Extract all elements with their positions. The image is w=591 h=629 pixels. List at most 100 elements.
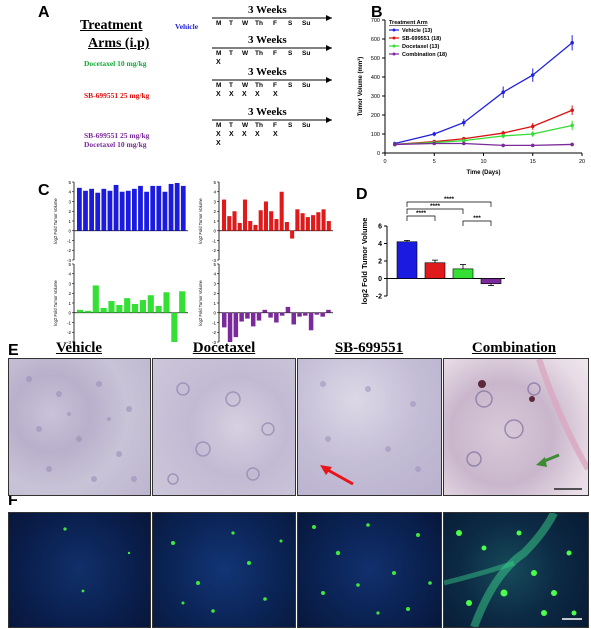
- data-point: [501, 134, 505, 138]
- schedule-title-line1: Treatment: [80, 18, 143, 33]
- day-label: F: [273, 20, 277, 27]
- day-label: Th: [255, 82, 263, 89]
- data-point: [501, 90, 505, 94]
- waterfall-bar: [295, 209, 300, 231]
- significance-label: ****: [444, 196, 455, 203]
- y-tick-label: 0: [68, 229, 71, 234]
- schedule-title-line2: Arms (i.p): [88, 36, 150, 51]
- waterfall-bar: [174, 182, 180, 231]
- schedule-block: 3 Weeks M T W Th F S Su Vehicle: [0, 0, 335, 165]
- weeks-label: 3 Weeks: [248, 4, 287, 16]
- y-tick-label: -3: [212, 258, 216, 263]
- treatment-schedule: Treatment Arms (i.p) 3 Weeks M T W Th F S Su Veh…: [0, 0, 335, 165]
- red-arrow-icon: [325, 467, 354, 486]
- waterfall-bar: [250, 312, 256, 327]
- y-tick-label: -3: [212, 340, 216, 345]
- waterfall-combination-chart: -3 -2 -1 0 1 2 3 4 5 log2 Fold Tumor Volume: [198, 262, 333, 345]
- day-label: Th: [255, 122, 263, 129]
- y-tick-label: 2: [213, 291, 216, 296]
- he-image-sb699551: [297, 358, 442, 496]
- waterfall-vehicle-chart: -3 -2 -1 0 1 2 3 4 5 log2 Fold Tumor Volume: [53, 180, 188, 263]
- legend-entry: Docetaxel (13): [402, 44, 439, 50]
- waterfall-bar: [179, 291, 186, 313]
- waterfall-bar: [321, 209, 326, 231]
- waterfall-bar: [320, 312, 325, 317]
- waterfall-bar: [150, 185, 156, 231]
- waterfall-bar: [279, 312, 285, 316]
- day-label: T: [229, 122, 233, 129]
- waterfall-bar: [268, 312, 273, 318]
- waterfall-bar: [245, 312, 250, 319]
- significance-label: ****: [430, 203, 441, 210]
- day-label: F: [273, 122, 277, 129]
- series-line: [394, 109, 573, 146]
- waterfall-bar: [308, 312, 314, 331]
- legend-entry: Vehicle (13): [402, 28, 432, 34]
- y-axis-label: log2 Fold Tumor Volume: [198, 280, 203, 326]
- x-tick-label: 20: [579, 159, 585, 165]
- y-tick-label: 600: [371, 37, 380, 43]
- day-label: Th: [255, 50, 263, 57]
- day-label: S: [288, 122, 293, 129]
- day-label: S: [288, 82, 293, 89]
- waterfall-bar: [171, 312, 178, 342]
- y-tick-label: 4: [213, 190, 216, 195]
- if-image-sb699551: [297, 512, 442, 628]
- y-axis-label: log2 Fold Tumor Volume: [53, 198, 58, 244]
- data-point: [393, 142, 397, 147]
- y-tick-label: -1: [212, 238, 216, 243]
- waterfall-bar: [253, 224, 258, 231]
- dose-mark: X: [216, 140, 221, 147]
- waterfall-bar: [232, 211, 237, 231]
- legend-entry: SB-699551 (18): [402, 36, 441, 42]
- y-axis-label: log2 Fold Tumor Volume: [360, 218, 369, 305]
- waterfall-bar: [291, 312, 296, 325]
- he-image-combination: [443, 358, 589, 496]
- day-label: Su: [302, 50, 311, 57]
- y-tick-label: 0: [378, 276, 382, 283]
- day-label: M: [216, 82, 222, 89]
- day-label: W: [242, 82, 249, 89]
- waterfall-bar: [144, 191, 149, 231]
- panel-label-e: E: [8, 342, 19, 359]
- waterfall-bar: [256, 312, 262, 321]
- waterfall-bar: [263, 201, 268, 231]
- significance-label: ***: [473, 215, 481, 222]
- y-tick-label: 2: [68, 209, 71, 214]
- series-line: [394, 124, 573, 146]
- y-tick-label: -3: [67, 340, 71, 345]
- waterfall-bar: [285, 306, 291, 313]
- waterfall-bar: [108, 301, 115, 313]
- waterfall-bar: [168, 183, 174, 231]
- x-axis-label: Time (Days): [467, 170, 501, 176]
- dose-mark: X: [242, 91, 247, 98]
- waterfall-bar: [222, 199, 227, 231]
- y-tick-label: 5: [68, 262, 71, 267]
- y-tick-label: -1: [67, 238, 71, 243]
- significance-label: ****: [416, 210, 427, 217]
- arm-label: SB-699551 25 mg/kg: [84, 131, 150, 140]
- data-point: [530, 73, 535, 77]
- schedule-block: 3 Weeks M T W Th F S Su Docetaxel 10 mg/kg X: [0, 0, 335, 165]
- data-point: [432, 141, 437, 146]
- y-tick-label: -2: [67, 330, 71, 335]
- day-label: W: [242, 122, 249, 129]
- day-label: T: [229, 50, 233, 57]
- series-line: [394, 142, 573, 147]
- arm-label: Docetaxel 10 mg/kg: [84, 59, 147, 68]
- day-label: F: [273, 50, 277, 57]
- waterfall-bar: [326, 309, 331, 313]
- histology-title-docetaxel: Docetaxel: [192, 340, 256, 356]
- y-tick-label: 3: [68, 281, 71, 286]
- waterfall-bar: [269, 211, 274, 231]
- waterfall-bar: [314, 312, 320, 315]
- y-tick-label: 6: [378, 224, 382, 231]
- red-arrowhead-icon: [320, 465, 332, 475]
- bar: [480, 278, 502, 285]
- y-tick-label: 1: [213, 219, 216, 224]
- waterfall-bar: [297, 312, 302, 317]
- significance-bracket: [406, 201, 492, 207]
- waterfall-bar: [156, 185, 162, 231]
- waterfall-bar: [124, 298, 131, 313]
- waterfall-bar: [125, 190, 131, 231]
